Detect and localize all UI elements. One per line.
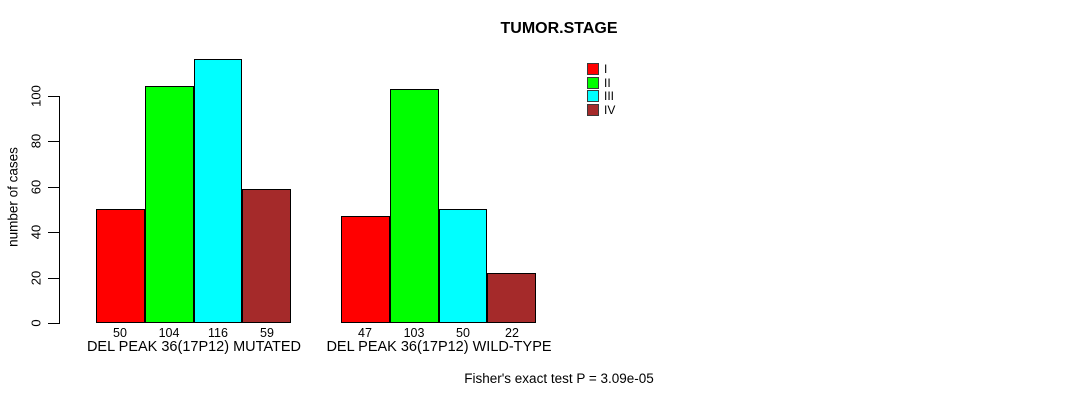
legend-item: III xyxy=(587,90,614,102)
legend-label: III xyxy=(604,89,615,103)
bar-stage-II xyxy=(145,86,194,323)
legend-label: I xyxy=(604,62,608,76)
y-axis-tick-label: 80 xyxy=(28,133,44,149)
bar-value-label: 50 xyxy=(113,326,127,340)
bar-stage-IV xyxy=(487,273,536,323)
fisher-test-footnote: Fisher's exact test P = 3.09e-05 xyxy=(464,371,654,386)
y-axis-tick-label: 40 xyxy=(28,224,44,240)
group-label: DEL PEAK 36(17P12) MUTATED xyxy=(86,339,302,355)
legend-label: II xyxy=(604,76,611,90)
y-axis-label: number of cases xyxy=(5,147,21,247)
bar-stage-II xyxy=(390,89,439,323)
bar-value-label: 59 xyxy=(260,326,274,340)
y-axis-tick xyxy=(48,232,59,233)
legend-swatch xyxy=(587,63,599,75)
y-axis-tick xyxy=(48,141,59,142)
legend-item: I xyxy=(587,63,607,75)
y-axis-tick xyxy=(48,278,59,279)
bar-value-label: 50 xyxy=(456,326,470,340)
bar-stage-IV xyxy=(242,189,291,323)
legend-swatch xyxy=(587,104,599,116)
bar-stage-III xyxy=(439,209,487,323)
legend-swatch xyxy=(587,77,599,89)
chart-title: TUMOR.STAGE xyxy=(500,20,618,37)
y-axis-tick xyxy=(48,96,59,97)
bar-value-label: 22 xyxy=(505,326,519,340)
group-label: DEL PEAK 36(17P12) WILD-TYPE xyxy=(326,339,552,355)
bar-value-label: 116 xyxy=(208,326,228,340)
bar-value-label: 47 xyxy=(358,326,372,340)
y-axis-tick-label: 0 xyxy=(28,319,44,327)
legend-item: IV xyxy=(587,104,615,116)
y-axis-tick xyxy=(48,187,59,188)
y-axis-tick-label: 20 xyxy=(28,270,44,286)
bar-stage-III xyxy=(194,59,242,323)
y-axis-tick-label: 100 xyxy=(28,85,44,107)
legend-label: IV xyxy=(604,103,616,117)
bar-stage-I xyxy=(96,209,145,323)
legend-item: II xyxy=(587,77,611,89)
bar-value-label: 104 xyxy=(158,326,180,340)
y-axis-tick-label: 60 xyxy=(28,179,44,195)
legend-swatch xyxy=(587,90,599,102)
y-axis-line xyxy=(59,96,60,324)
bar-value-label: 103 xyxy=(403,326,425,340)
bar-stage-I xyxy=(341,216,390,323)
y-axis-tick xyxy=(48,323,59,324)
